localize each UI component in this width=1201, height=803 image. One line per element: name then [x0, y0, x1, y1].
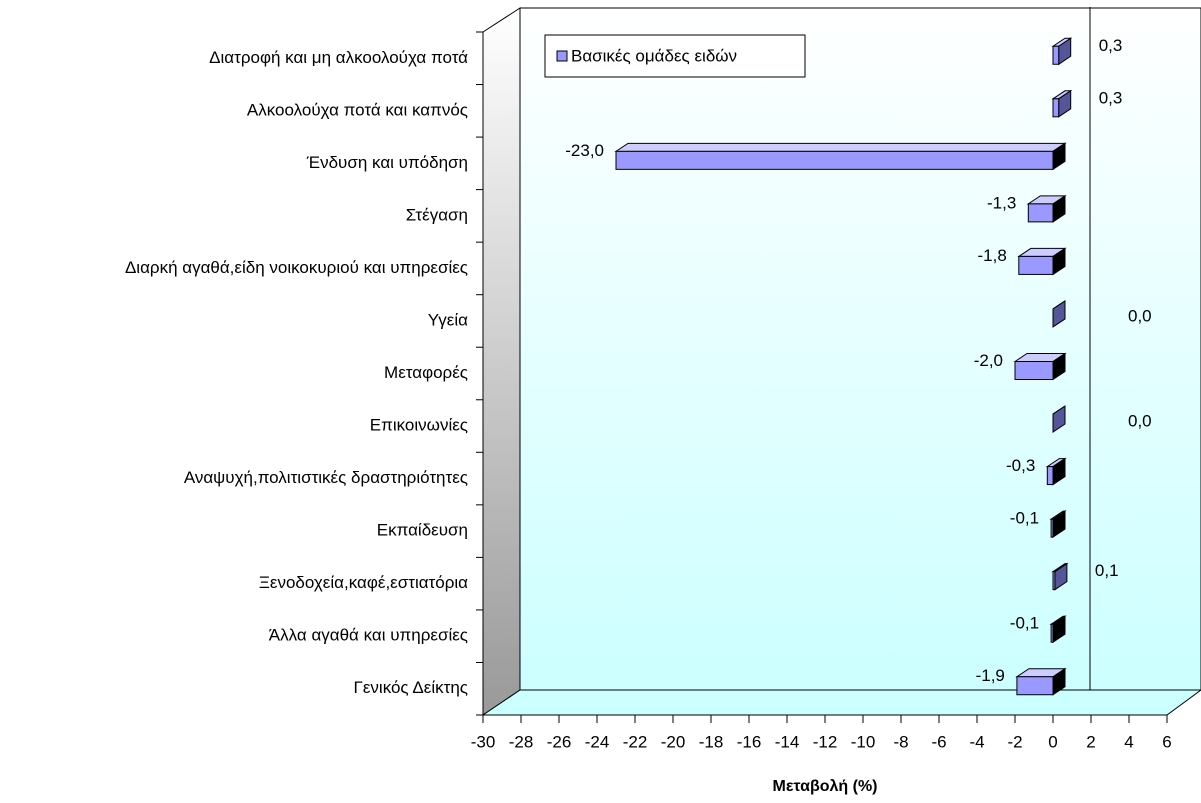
floor [481, 689, 1201, 716]
bar-top [614, 142, 1067, 152]
x-tick-label: 4 [1124, 732, 1133, 751]
x-tick-label: 0 [1048, 732, 1057, 751]
bar [1014, 361, 1054, 380]
x-tick-label: -26 [547, 732, 572, 751]
value-label: 0,0 [1128, 306, 1152, 325]
x-tick-label: -30 [471, 732, 496, 751]
y-tick-label: Γενικός Δείκτης [353, 678, 468, 697]
bar [1050, 518, 1054, 538]
x-tick-label: -18 [699, 732, 724, 751]
y-tick-label: Διατροφή και μη αλκοολούχα ποτά [209, 48, 468, 67]
x-tick-label: -22 [623, 732, 648, 751]
legend-box [544, 34, 806, 78]
y-tick-label: Υγεία [428, 310, 468, 329]
bar [615, 150, 1054, 170]
value-label: -2,0 [974, 351, 1003, 370]
value-label: -23,0 [565, 141, 604, 160]
x-tick-label: -6 [931, 732, 946, 751]
value-label: 0,0 [1128, 412, 1152, 431]
bar [1018, 255, 1054, 275]
x-tick-label: -14 [775, 732, 800, 751]
x-tick-label: -20 [661, 732, 686, 751]
value-label: -0,1 [1010, 614, 1039, 633]
value-label: -1,8 [978, 246, 1007, 265]
value-label: 0,3 [1099, 88, 1123, 107]
x-tick-label: -24 [585, 732, 610, 751]
x-tick-label: 6 [1162, 732, 1171, 751]
y-tick-label: Ξενοδοχεία,καφέ,εστιατόρια [259, 573, 468, 592]
value-label: 0,3 [1099, 36, 1123, 55]
x-tick-label: 2 [1086, 732, 1095, 751]
y-tick-label: Ένδυση και υπόδηση [306, 153, 468, 172]
x-tick-label: -10 [851, 732, 876, 751]
x-tick-label: -2 [1007, 732, 1022, 751]
x-tick-label: -28 [509, 732, 534, 751]
bar [1016, 676, 1054, 696]
y-tick-label: Μεταφορές [384, 363, 468, 382]
y-tick-label: Διαρκή αγαθά,είδη νοικοκυριού και υπηρεσ… [125, 258, 468, 277]
y-tick-label: Επικοινωνίες [370, 416, 468, 435]
value-label: 0,1 [1095, 561, 1119, 580]
x-tick-label: -8 [893, 732, 908, 751]
back-wall [519, 7, 1201, 691]
bar [1052, 571, 1056, 591]
y-tick-label: Άλλα αγαθά και υπηρεσίες [269, 626, 468, 645]
value-label: -0,3 [1006, 456, 1035, 475]
x-tick-label: -16 [737, 732, 762, 751]
y-tick-label: Αλκοολούχα ποτά και καπνός [247, 100, 468, 119]
bar [1052, 45, 1060, 65]
x-tick-label: -12 [813, 732, 838, 751]
legend-swatch [556, 50, 568, 62]
y-tick-label: Αναψυχή,πολιτιστικές δραστηριότητες [184, 468, 468, 487]
y-tick-label: Στέγαση [406, 205, 468, 224]
bar [1027, 203, 1054, 223]
bar [1046, 466, 1054, 486]
legend: Βασικές ομάδες ειδών [544, 34, 806, 78]
bar [1050, 623, 1054, 643]
x-axis-title: Μεταβολή (%) [773, 778, 878, 795]
bar-end [1052, 405, 1066, 433]
bar [1052, 98, 1060, 118]
value-label: -0,1 [1010, 509, 1039, 528]
value-label: -1,3 [987, 193, 1016, 212]
bar-end [1052, 300, 1066, 328]
legend-label: Βασικές ομάδες ειδών [571, 46, 737, 65]
side-wall [482, 7, 521, 716]
value-label: -1,9 [976, 666, 1005, 685]
y-tick-label: Εκπαίδευση [377, 521, 468, 540]
x-tick-label: -4 [969, 732, 984, 751]
